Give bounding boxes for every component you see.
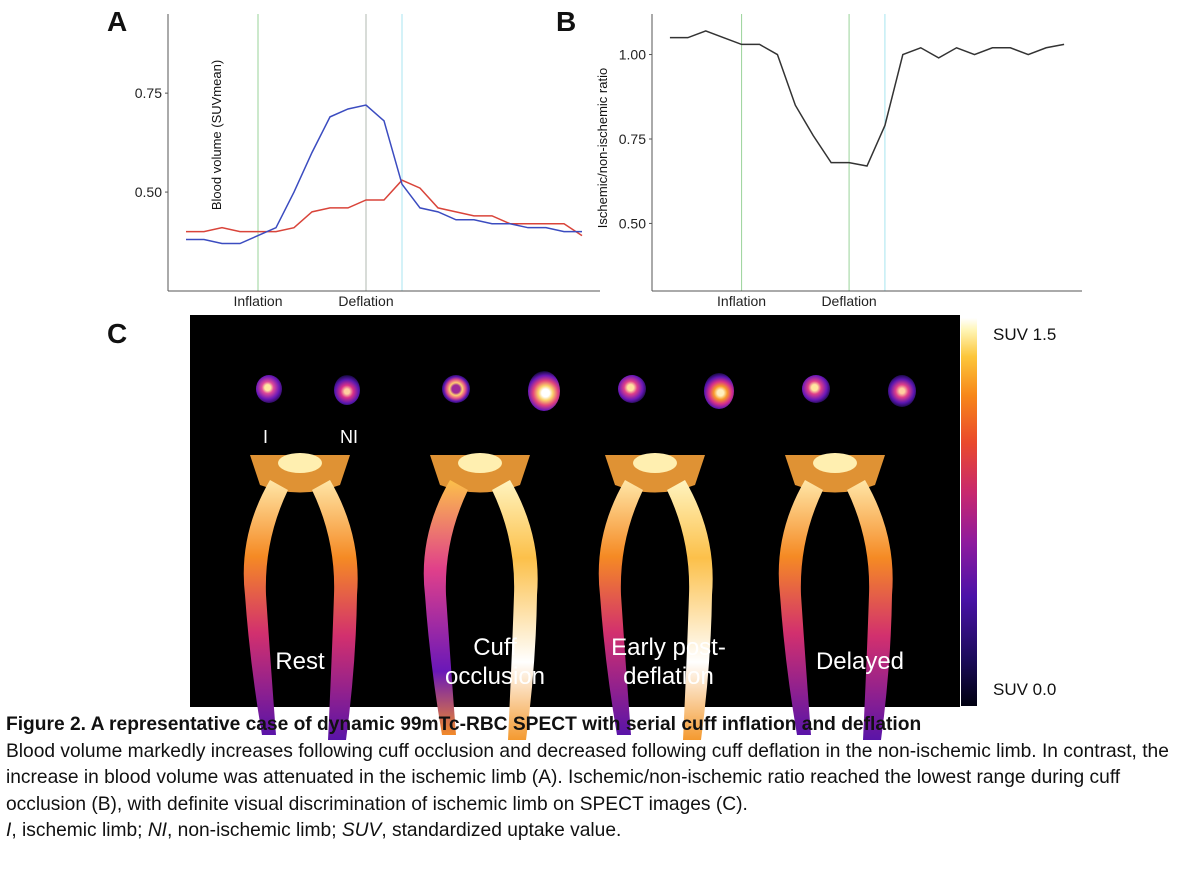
charta-ytick-label: 0.75	[135, 85, 162, 101]
charta-series-line-0	[186, 179, 583, 237]
chartb-event-label: Deflation	[821, 293, 876, 309]
non-ischemic-limb-image	[667, 480, 713, 740]
non-ischemic-limb-image	[847, 480, 893, 740]
coronal-image-1	[423, 453, 538, 740]
ischemic-limb-label: I	[263, 427, 269, 447]
condition-label-early-post-deflation: Early post-deflation	[611, 634, 726, 690]
chart-a: Blood volume (SUVmean) 0.75 0.50 Inflatio…	[135, 14, 600, 309]
pelvis-hotspot	[278, 453, 322, 473]
charta-event-label: Deflation	[338, 293, 393, 309]
abbrev-term-i: I	[6, 820, 12, 841]
pelvis-hotspot	[813, 453, 857, 473]
condition-label-cuff-occlusion: Cuff occlusion	[444, 634, 546, 690]
chart-a-ylabel: Blood volume (SUVmean)	[209, 60, 224, 210]
occlusion-nonischemic-cross-section	[528, 371, 560, 411]
delayed-ischemic-cross-section	[802, 375, 830, 403]
pelvis-hotspot	[633, 453, 677, 473]
chart-b: Ischemic/non-ischemic ratio 1.00 0.75 0.50…	[595, 14, 1082, 309]
early-ischemic-cross-section	[618, 375, 646, 403]
coronal-image-0	[243, 453, 358, 740]
colorbar-min-label: SUV 0.0	[993, 680, 1057, 699]
coronal-image-3	[778, 453, 893, 740]
delayed-nonischemic-cross-section	[888, 375, 916, 407]
non-ischemic-limb-image	[492, 480, 538, 740]
chartb-series-line-0	[669, 30, 1065, 167]
caption-body: Blood volume markedly increases followin…	[6, 740, 1169, 815]
abbrev-def-ni: , non-ischemic limb;	[167, 820, 342, 841]
condition-label-delayed: Delayed	[815, 648, 905, 675]
chartb-event-label: Inflation	[717, 293, 766, 309]
chart-b-ylabel: Ischemic/non-ischemic ratio	[595, 68, 610, 228]
panel-a-letter: A	[107, 6, 128, 37]
chartb-ytick-label: 0.50	[619, 215, 646, 231]
pelvis-hotspot	[458, 453, 502, 473]
charta-ytick-label: 0.50	[135, 184, 162, 200]
chartb-ytick-label: 0.75	[619, 131, 646, 147]
rest-nonischemic-cross-section	[334, 375, 360, 405]
occlusion-ischemic-cross-section	[442, 375, 470, 403]
panel-c-letter: C	[107, 318, 128, 349]
caption-title: Figure 2. A representative case of dynam…	[6, 714, 922, 735]
colorbar-max-label: SUV 1.5	[993, 325, 1057, 344]
abbrev-def-i: , ischemic limb;	[11, 820, 148, 841]
non-ischemic-limb-label: NI	[340, 427, 358, 447]
coronal-images	[243, 453, 893, 740]
ischemic-limb-image	[243, 480, 288, 735]
abbrev-def-suv: , standardized uptake value.	[381, 820, 622, 841]
early-nonischemic-cross-section	[704, 373, 734, 409]
charta-event-label: Inflation	[233, 293, 282, 309]
suv-colorbar	[961, 318, 977, 706]
caption-abbreviations: I, ischemic limb; NI, non-ischemic limb;…	[6, 818, 1196, 845]
figure-caption: Figure 2. A representative case of dynam…	[6, 712, 1196, 845]
ischemic-limb-image	[598, 480, 643, 735]
ischemic-limb-image	[423, 480, 468, 735]
ischemic-limb-image	[778, 480, 823, 735]
charta-series-line-1	[186, 104, 582, 245]
abbrev-term-ni: NI	[147, 820, 167, 841]
abbrev-term-suv: SUV	[341, 820, 382, 841]
non-ischemic-limb-image	[312, 480, 358, 740]
condition-label-rest: Rest	[275, 648, 325, 675]
rest-ischemic-cross-section	[256, 375, 282, 403]
panel-b-letter: B	[556, 6, 577, 37]
coronal-image-2	[598, 453, 713, 740]
spect-image-panel: I NI Rest Cuff occ	[190, 315, 960, 740]
chartb-ytick-label: 1.00	[619, 47, 646, 63]
